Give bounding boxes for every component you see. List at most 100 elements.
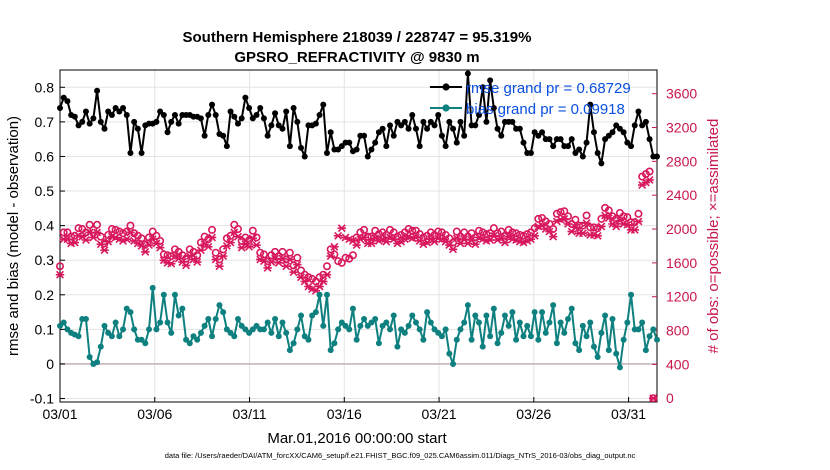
obs-possible-marker — [293, 253, 302, 262]
bias-point — [305, 336, 312, 343]
rmse-point — [364, 153, 371, 160]
rmse-point — [390, 132, 397, 139]
bias-point — [527, 333, 534, 340]
bias-point — [160, 291, 167, 298]
bias-point — [498, 329, 505, 336]
obs-possible-marker — [623, 213, 632, 222]
rmse-point — [635, 108, 642, 115]
obs-assimilated-marker — [89, 233, 98, 242]
bias-point — [127, 309, 134, 316]
bias-point — [524, 322, 531, 329]
obs-assimilated-marker — [137, 241, 146, 250]
y2-tick-label: 2000 — [666, 221, 697, 237]
rmse-point — [82, 108, 89, 115]
rmse-point — [257, 105, 264, 112]
rmse-point — [387, 122, 394, 129]
bias-point — [602, 312, 609, 319]
rmse-point — [438, 132, 445, 139]
obs-assimilated-marker — [281, 262, 291, 271]
obs-assimilated-marker — [92, 228, 102, 237]
rmse-point — [550, 143, 557, 150]
obs-possible-marker — [330, 250, 339, 259]
x-axis: 03/01 03/06 03/11 03/16 03/21 03/26 03/31 — [42, 397, 646, 422]
bias-point — [112, 319, 119, 326]
bias-point — [620, 336, 627, 343]
obs-assimilated-marker — [278, 254, 287, 263]
obs-assimilated-marker — [593, 231, 602, 240]
obs-assimilated-marker — [352, 241, 361, 250]
rmse-point — [57, 105, 63, 112]
y2-tick-label: 2800 — [666, 153, 697, 169]
rmse-point — [361, 132, 368, 139]
bias-point — [361, 316, 368, 322]
rmse-point — [79, 118, 86, 125]
bias-point — [572, 340, 579, 347]
rmse-point — [546, 136, 553, 143]
y-axis-left: -0.1 0 0.1 0.2 0.3 0.4 0.5 0.6 0.7 0.8 — [30, 79, 65, 407]
rmse-point — [64, 98, 71, 105]
obs-possible-marker — [545, 219, 554, 228]
obs-assimilated-marker — [207, 233, 217, 242]
rmse-point — [316, 111, 323, 118]
bias-point — [453, 336, 460, 343]
obs-assimilated-marker — [100, 246, 109, 255]
y2-axis-label: # of obs: o=possible; ×=assimilated — [705, 119, 722, 354]
bias-point — [438, 333, 445, 340]
x-tick-label: 03/06 — [137, 406, 172, 422]
rmse-point — [461, 132, 468, 139]
rmse-point — [472, 122, 479, 129]
rmse-point — [609, 129, 616, 136]
obs-possible-marker — [334, 257, 343, 266]
obs-assimilated-marker — [330, 242, 339, 251]
obs-possible-marker — [196, 238, 205, 247]
rmse-point — [101, 125, 108, 132]
rmse-point — [301, 153, 308, 160]
y2-tick-label: 0 — [666, 390, 674, 406]
obs-assimilated-marker — [319, 277, 328, 286]
y2-tick-label: 1600 — [666, 255, 697, 271]
rmse-point — [212, 111, 219, 118]
obs-assimilated-marker — [226, 238, 235, 247]
obs-assimilated-marker — [104, 237, 113, 246]
bias-point — [409, 312, 416, 319]
x-tick-label: 03/21 — [422, 406, 457, 422]
obs-possible-marker — [59, 228, 68, 237]
obs-assimilated-marker — [563, 219, 573, 228]
bias-point — [565, 316, 572, 322]
bias-point — [349, 305, 356, 312]
obs-assimilated-marker — [233, 232, 243, 241]
obs-possible-marker — [55, 262, 64, 271]
x-axis-label: Mar.01,2016 00:00:00 start — [267, 430, 447, 447]
obs-possible-marker — [619, 212, 628, 221]
y-tick-label: 0.3 — [35, 252, 55, 268]
legend: rmse grand pr = 0.68729 bias grand pr = … — [430, 80, 631, 118]
obs-assimilated-marker — [141, 247, 150, 256]
bias-point — [561, 329, 568, 336]
bias-point — [476, 319, 483, 326]
obs-assimilated-marker — [560, 214, 569, 223]
bias-point — [650, 326, 657, 333]
obs-possible-marker — [374, 230, 383, 239]
obs-assimilated-marker — [81, 236, 91, 244]
bias-point — [401, 329, 408, 336]
rmse-point — [579, 153, 586, 160]
rmse-point — [323, 150, 330, 156]
y-tick-label: 0.1 — [35, 321, 55, 337]
rmse-point — [583, 139, 590, 146]
bias-point — [390, 312, 397, 319]
obs-assimilated-marker — [96, 240, 105, 249]
rmse-point — [576, 146, 583, 153]
bias-point — [260, 326, 267, 333]
obs-assimilated-marker — [333, 231, 343, 240]
obs-assimilated-marker — [259, 257, 269, 266]
bias-point — [412, 319, 419, 326]
bias-point — [487, 333, 494, 340]
obs-possible-marker — [144, 233, 153, 242]
obs-assimilated-marker — [85, 228, 94, 237]
rmse-point — [383, 143, 390, 150]
rmse-point — [409, 111, 416, 118]
rmse-point — [253, 111, 260, 118]
obs-possible-marker — [111, 225, 120, 234]
rmse-point — [268, 122, 275, 129]
obs-assimilated-marker — [571, 223, 580, 232]
